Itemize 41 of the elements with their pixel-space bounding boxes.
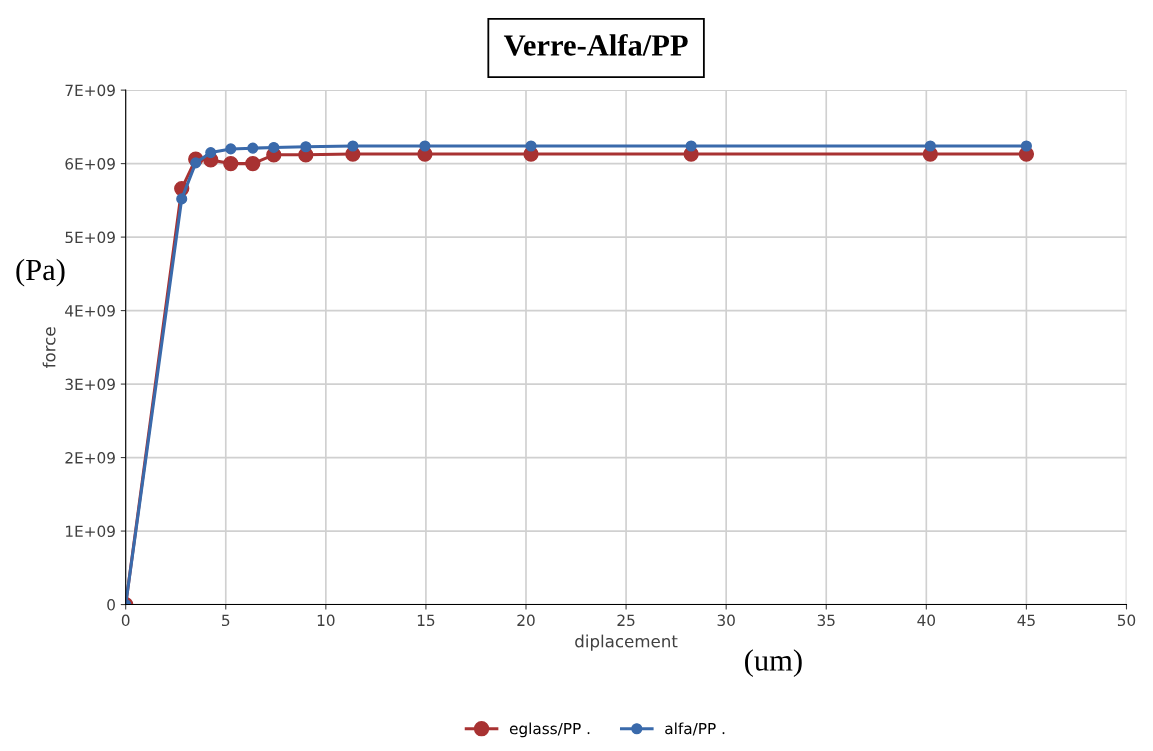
y-tick-label: 1E+09 xyxy=(66,525,115,538)
point xyxy=(245,155,261,172)
x-tick-label: 30 xyxy=(717,614,735,627)
x-tick-label: 20 xyxy=(517,614,535,627)
chart-title: Verre-Alfa/PP xyxy=(503,33,688,56)
point xyxy=(205,147,217,159)
x-tick-label: 50 xyxy=(1117,614,1136,627)
text: (um) xyxy=(745,649,802,677)
x-tick-label: 45 xyxy=(1017,614,1035,627)
point xyxy=(190,157,202,169)
y-tick-label: 6E+09 xyxy=(65,158,115,170)
x-tick-label: 10 xyxy=(317,614,335,627)
point xyxy=(347,140,359,152)
point xyxy=(176,193,188,205)
point xyxy=(223,155,239,172)
x-axis-title: diplacement xyxy=(575,634,678,651)
legend-label: eglass/PP . xyxy=(509,722,590,738)
x-tick-label: 35 xyxy=(817,614,835,627)
point xyxy=(268,141,280,153)
x-tick-label: 5 xyxy=(222,614,230,627)
x-tick-label: 15 xyxy=(417,614,435,627)
y-tick-label: 5E+09 xyxy=(65,231,115,244)
point xyxy=(924,140,936,152)
point xyxy=(525,140,537,152)
legend-label: alfa/PP . xyxy=(665,722,725,736)
point xyxy=(247,142,259,154)
point xyxy=(419,140,431,152)
point xyxy=(300,141,312,153)
y-tick-label: 3E+09 xyxy=(65,378,115,391)
y-tick-label: 2E+09 xyxy=(65,452,115,464)
point xyxy=(225,143,237,155)
point xyxy=(685,140,697,152)
y-tick-label: 0 xyxy=(107,599,115,611)
y-tick-label: 7E+09 xyxy=(65,84,115,97)
text: (Pa) xyxy=(16,258,65,287)
point xyxy=(1020,140,1032,152)
x-tick-label: 25 xyxy=(617,614,635,627)
y-tick-label: 4E+09 xyxy=(65,305,115,317)
y-axis-title: force xyxy=(42,327,56,368)
x-tick-label: 0 xyxy=(121,614,130,627)
x-tick-label: 40 xyxy=(917,614,936,627)
